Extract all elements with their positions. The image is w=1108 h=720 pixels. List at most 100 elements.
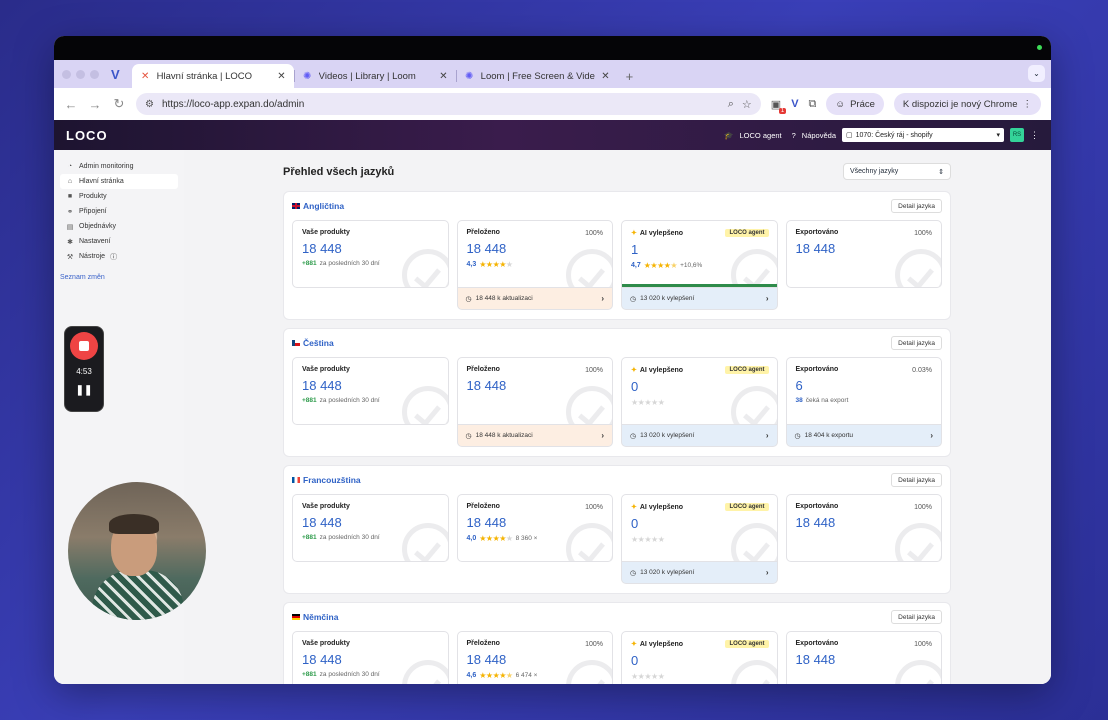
exported-card[interactable]: Exportováno 100% 18 448: [785, 494, 942, 586]
check-circle-icon: [895, 660, 942, 684]
pause-recording-button[interactable]: ❚❚: [75, 385, 93, 396]
star-rating-icon: ★★★★★: [631, 398, 665, 407]
sidebar-item-home[interactable]: ⌂ Hlavní stránka: [60, 174, 178, 189]
translated-card[interactable]: Přeloženo 100% 18 448 4,0 ★★★★★ 8 360 ×: [456, 494, 613, 586]
tab-loom-free[interactable]: ✺ Loom | Free Screen & Video R ✕: [455, 64, 618, 88]
improve-footer[interactable]: ◷ 13 020 k vylepšení ›: [621, 288, 778, 310]
ai-improved-card[interactable]: ✦ AI vylepšeno LOCO agent 0 ★★★★★: [621, 631, 778, 684]
tab-loom-videos[interactable]: ✺ Videos | Library | Loom ✕: [293, 64, 456, 88]
delta-text: za posledních 30 dní: [319, 534, 380, 541]
sidebar-item-products[interactable]: ■ Produkty: [60, 189, 178, 204]
exported-card[interactable]: Exportováno 100% 18 448: [785, 220, 942, 312]
language-section-french: Francouzština Detail jazyka Vaše produkt…: [283, 465, 951, 594]
store-select[interactable]: ▢ 1070: Český ráj - shopify ▾: [842, 128, 1004, 142]
pending-count: 38: [795, 397, 803, 404]
ai-improved-card[interactable]: ✦ AI vylepšeno LOCO agent 0 ★★★★★ ◷ 13 020…: [621, 357, 778, 449]
card-sub: ★★★★★: [631, 398, 768, 407]
help-icon: ?: [791, 130, 796, 140]
url-text[interactable]: https://loco-app.expan.do/admin: [161, 98, 305, 110]
url-omnibox[interactable]: ⚙ https://loco-app.expan.do/admin ⌕ ☆: [136, 93, 761, 115]
close-tab-icon[interactable]: ✕: [601, 70, 610, 82]
loco-agent-link[interactable]: LOCO agent: [739, 130, 782, 140]
language-filter-select[interactable]: Všechny jazyky ⇕: [843, 163, 951, 180]
link-icon: ⚭: [67, 208, 73, 216]
sidebar-item-settings[interactable]: ✱ Nastavení: [60, 234, 178, 249]
close-tab-icon[interactable]: ✕: [277, 70, 286, 82]
check-circle-icon: [566, 249, 613, 287]
close-tab-icon[interactable]: ✕: [439, 70, 448, 82]
language-detail-button[interactable]: Detail jazyka: [891, 336, 942, 350]
translated-card[interactable]: Přeloženo 100% 18 448 ◷ 18 448 k aktualiz…: [456, 357, 613, 449]
window-controls: [62, 60, 99, 88]
language-detail-button[interactable]: Detail jazyka: [891, 473, 942, 487]
card-percent: 0.03%: [912, 367, 932, 374]
zoom-icon[interactable]: ⌕: [727, 97, 734, 110]
card-value: 18 448: [795, 515, 836, 530]
products-card[interactable]: Vaše produkty 18 448 +881 za posledních 3…: [292, 494, 449, 586]
maximize-window-button[interactable]: [90, 69, 99, 79]
back-icon[interactable]: ←: [64, 96, 78, 112]
card-body: Exportováno 0.03% 6 38 čeká na export: [785, 357, 942, 425]
close-window-button[interactable]: [62, 69, 71, 79]
sidebar-item-admin-monitoring[interactable]: ◔ Admin monitoring: [60, 159, 178, 174]
card-sub: ★★★★★: [631, 535, 768, 544]
language-detail-button[interactable]: Detail jazyka: [891, 199, 942, 213]
card-body: ✦ AI vylepšeno LOCO agent 0 ★★★★★: [621, 494, 778, 562]
forward-icon[interactable]: →: [88, 96, 102, 112]
box-icon: ■: [67, 193, 73, 200]
card-title: Exportováno: [795, 640, 839, 647]
sidebar-item-connections[interactable]: ⚭ Připojení: [60, 204, 178, 219]
tab-label: Videos | Library | Loom: [318, 70, 416, 82]
card-value: 6: [795, 378, 803, 393]
tab-search-button[interactable]: ⌄: [1028, 65, 1045, 82]
ai-improved-card[interactable]: ✦ AI vylepšeno LOCO agent 0 ★★★★★ ◷ 13 020…: [621, 494, 778, 586]
profile-button[interactable]: ☺ Práce: [826, 93, 884, 115]
puzzle-icon[interactable]: ⧉: [808, 97, 817, 110]
improve-footer[interactable]: ◷ 13 020 k vylepšení ›: [621, 425, 778, 447]
loco-logo[interactable]: LOCO: [66, 127, 108, 143]
bulb-icon: ✦: [631, 367, 637, 374]
changelog-link[interactable]: Seznam změn: [60, 274, 105, 281]
avatar[interactable]: RS: [1010, 128, 1024, 142]
update-footer[interactable]: ◷ 18 448 k aktualizaci ›: [456, 425, 613, 447]
card-sub: 4,3 ★★★★★: [467, 260, 604, 269]
ai-improved-card[interactable]: ✦ AI vylepšeno LOCO agent 1 4,7 ★★★★★ +10,6…: [621, 220, 778, 312]
tab-loco[interactable]: ✕ Hlavní stránka | LOCO ✕: [131, 64, 294, 88]
stat-cards: Vaše produkty 18 448 +881 za posledních 3…: [284, 357, 950, 449]
update-footer[interactable]: ◷ 18 448 k aktualizaci ›: [456, 288, 613, 310]
improve-footer[interactable]: ◷ 13 020 k vylepšení ›: [621, 562, 778, 584]
chevron-right-icon: ›: [765, 294, 769, 303]
exported-card[interactable]: Exportováno 100% 18 448: [785, 631, 942, 684]
webcam-bubble[interactable]: [68, 482, 206, 620]
reload-icon[interactable]: ↻: [113, 96, 125, 111]
sidebar-item-orders[interactable]: ▤ Objednávky: [60, 219, 178, 234]
store-icon: ▢: [846, 132, 853, 139]
rating-value: 4,3: [466, 261, 477, 268]
site-settings-icon[interactable]: ⚙: [145, 98, 154, 110]
vertical-tabs-icon[interactable]: V: [111, 66, 120, 82]
card-value: 18 448: [466, 652, 507, 667]
new-tab-button[interactable]: +: [625, 68, 634, 84]
more-menu-icon[interactable]: ⋮: [1030, 129, 1039, 140]
minimize-window-button[interactable]: [76, 69, 85, 79]
products-card[interactable]: Vaše produkty 18 448 +881 za posledních 3…: [292, 357, 449, 449]
stop-recording-button[interactable]: [70, 332, 98, 360]
star-rating-icon: ★★★★★: [631, 672, 665, 681]
card-sub: +881 za posledních 30 dní: [302, 671, 439, 678]
exported-card[interactable]: Exportováno 0.03% 6 38 čeká na export ◷ 18…: [785, 357, 942, 449]
sidebar-item-tools[interactable]: ⚒ Nástroje ⓘ: [60, 249, 178, 264]
vertical-extension-icon[interactable]: V: [791, 98, 799, 110]
translated-card[interactable]: Přeloženo 100% 18 448 4,3 ★★★★★ ◷ 18 448 k…: [456, 220, 613, 312]
stop-icon: [79, 341, 89, 351]
export-footer[interactable]: ◷ 18 404 k exportu ›: [785, 425, 942, 447]
help-link[interactable]: Nápověda: [801, 130, 836, 140]
products-card[interactable]: Vaše produkty 18 448 +881 za posledních 3…: [292, 631, 449, 684]
products-card[interactable]: Vaše produkty 18 448 +881 za posledních 3…: [292, 220, 449, 312]
translated-card[interactable]: Přeloženo 100% 18 448 4,6 ★★★★★ 6 474 ×: [456, 631, 613, 684]
chrome-update-button[interactable]: K dispozici je nový Chrome ⋮: [893, 93, 1041, 115]
extension-icon[interactable]: ▣ 1: [770, 98, 787, 114]
language-detail-button[interactable]: Detail jazyka: [891, 610, 942, 624]
check-circle-icon: [401, 386, 448, 424]
bookmark-star-icon[interactable]: ☆: [741, 98, 752, 111]
card-body: Přeloženo 100% 18 448: [456, 357, 613, 425]
